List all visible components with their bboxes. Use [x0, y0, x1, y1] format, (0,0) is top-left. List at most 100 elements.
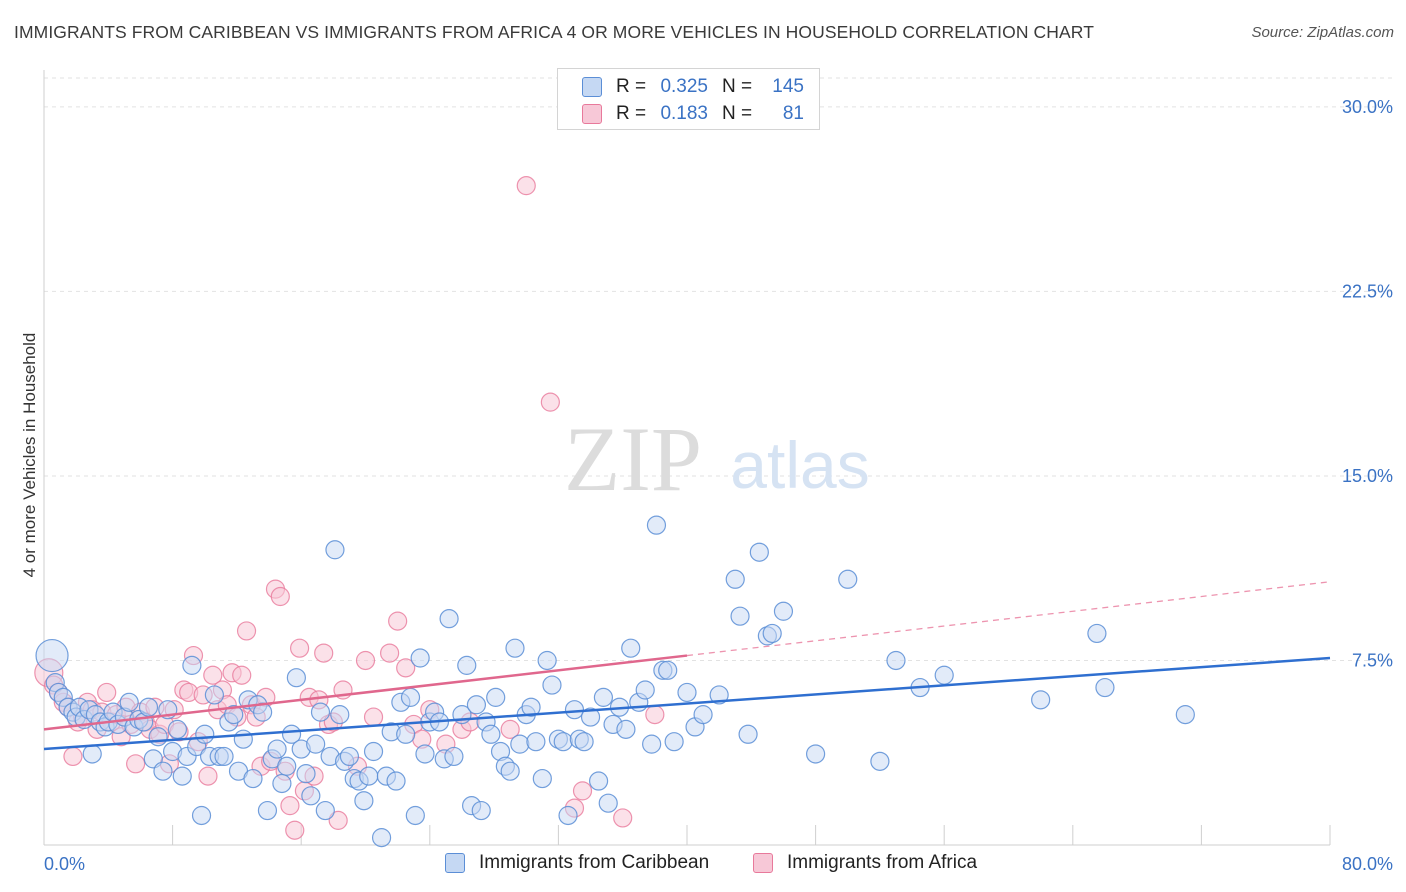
data-point-caribbean [693, 705, 713, 725]
data-point-africa [232, 665, 252, 685]
data-point-africa [540, 392, 560, 412]
data-point-caribbean [277, 756, 297, 776]
data-point-caribbean [354, 791, 374, 811]
trend-line-caribbean [43, 656, 1331, 751]
data-point-africa [126, 754, 146, 774]
data-point-caribbean [286, 668, 306, 688]
tick-labels: 7.5% 15.0% 22.5% 30.0% 0.0% 80.0% [44, 97, 1393, 874]
data-point-caribbean [204, 685, 224, 705]
data-point-caribbean [658, 660, 678, 680]
data-point-africa [500, 719, 520, 739]
data-point-caribbean [214, 746, 234, 767]
legend-label-caribbean: Immigrants from Caribbean [479, 852, 710, 873]
legend-r-value: 0.183 [660, 103, 708, 124]
chart-title: IMMIGRANTS FROM CARIBBEAN VS IMMIGRANTS … [14, 22, 1094, 42]
legend-r-value: 0.325 [660, 76, 708, 97]
data-point-caribbean [386, 771, 406, 791]
data-point-caribbean [505, 638, 525, 658]
data-point-caribbean [934, 665, 954, 685]
y-tick-label: 30.0% [1342, 97, 1393, 117]
data-point-caribbean [457, 655, 477, 675]
legend-n-value: 145 [772, 76, 804, 97]
trend-line-africa [43, 654, 688, 731]
watermark-zip: ZIP [564, 408, 702, 510]
trend-lines [43, 581, 1331, 751]
data-point-caribbean [371, 828, 392, 848]
data-point-caribbean [553, 732, 573, 752]
data-point-caribbean [773, 601, 794, 621]
gridlines [44, 77, 1392, 661]
data-point-africa [314, 643, 334, 663]
data-point-caribbean [310, 702, 331, 722]
data-point-caribbean [709, 685, 729, 705]
data-point-caribbean [542, 675, 562, 695]
data-point-caribbean [500, 761, 520, 781]
data-point-caribbean [172, 766, 192, 786]
data-point-caribbean [400, 687, 421, 707]
data-point-caribbean [1031, 690, 1051, 710]
data-point-africa [280, 796, 300, 816]
legend-n-value: 81 [782, 103, 804, 124]
data-point-caribbean [805, 744, 826, 764]
series-caribbean-points [35, 515, 1195, 848]
legend-label-africa: Immigrants from Africa [787, 852, 978, 873]
data-point-caribbean [598, 793, 618, 813]
data-point-caribbean [642, 734, 662, 754]
legend-r-label: R = [616, 76, 647, 97]
data-point-caribbean [405, 805, 425, 826]
trend-line-africa-extension [686, 581, 1331, 657]
y-tick-label: 15.0% [1342, 466, 1393, 486]
data-point-caribbean [148, 727, 168, 747]
legend-swatch-africa [582, 104, 602, 124]
legend-item-africa[interactable]: Immigrants from Africa [753, 852, 977, 874]
data-point-caribbean [415, 744, 435, 764]
data-point-caribbean [182, 655, 202, 675]
data-point-caribbean [339, 746, 360, 767]
data-point-caribbean [444, 746, 464, 767]
y-tick-label: 7.5% [1352, 650, 1393, 670]
legend-r-label: R = [616, 103, 647, 124]
data-point-caribbean [224, 705, 244, 725]
data-point-caribbean [35, 638, 69, 673]
data-point-caribbean [281, 724, 302, 744]
data-point-caribbean [1087, 623, 1107, 644]
data-point-caribbean [762, 623, 782, 644]
data-point-caribbean [526, 732, 546, 752]
data-point-caribbean [558, 805, 578, 826]
data-point-africa [236, 621, 257, 641]
data-point-caribbean [410, 648, 430, 668]
data-point-africa [289, 638, 310, 658]
axes [43, 70, 1331, 846]
data-point-caribbean [486, 687, 506, 707]
data-point-caribbean [296, 764, 316, 784]
watermark-atlas: atlas [730, 428, 869, 502]
data-point-caribbean [330, 705, 350, 725]
data-point-africa [63, 746, 83, 767]
series-legend: Immigrants from Caribbean Immigrants fro… [0, 852, 1406, 878]
data-point-caribbean [243, 768, 263, 789]
legend-row-caribbean: R = 0.325 N = 145 [582, 74, 804, 100]
data-point-caribbean [616, 719, 636, 739]
data-point-africa [613, 808, 633, 828]
data-point-caribbean [593, 687, 614, 707]
legend-swatch-caribbean [445, 853, 465, 873]
legend-n-label: N = [722, 103, 753, 124]
data-point-caribbean [233, 729, 253, 749]
data-point-caribbean [521, 697, 541, 717]
x-tick-label: 0.0% [44, 854, 85, 874]
data-point-caribbean [306, 734, 326, 754]
legend-n-label: N = [722, 76, 753, 97]
data-point-africa [198, 766, 218, 786]
data-point-caribbean [738, 724, 758, 744]
correlation-legend: R = 0.325 N = 145 R = 0.183 N = 81 [557, 68, 820, 130]
legend-item-caribbean[interactable]: Immigrants from Caribbean [445, 852, 709, 874]
data-point-caribbean [730, 606, 750, 626]
data-point-caribbean [167, 719, 188, 739]
data-point-africa [328, 810, 348, 830]
data-point-caribbean [138, 697, 159, 717]
data-point-caribbean [725, 569, 745, 589]
data-point-caribbean [749, 542, 769, 562]
y-tick-label: 22.5% [1342, 281, 1393, 301]
data-point-caribbean [1095, 677, 1115, 698]
